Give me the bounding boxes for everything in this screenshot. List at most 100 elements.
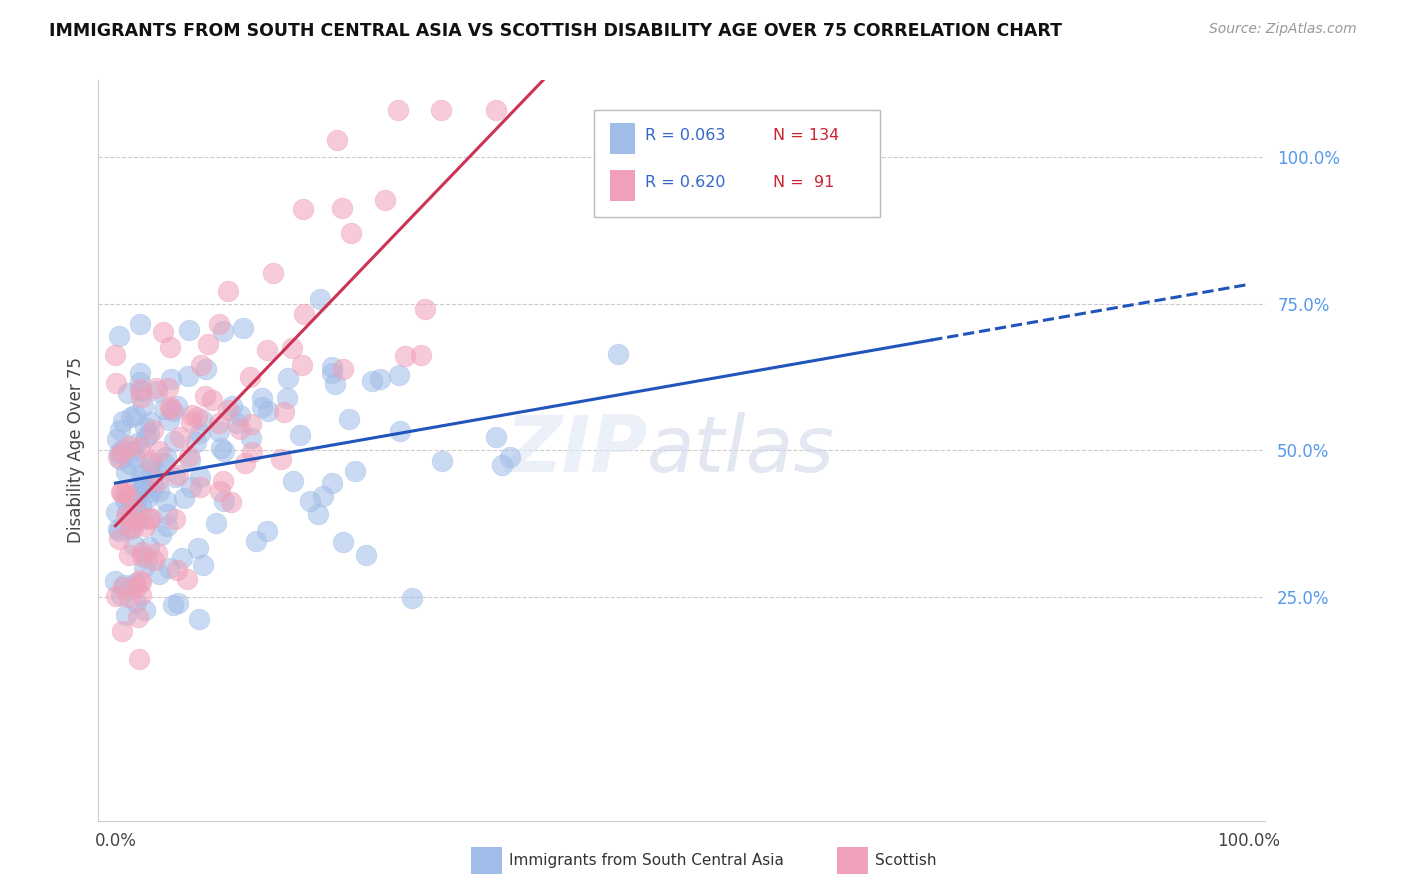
Point xyxy=(129,367,152,381)
Point xyxy=(229,409,252,423)
Point xyxy=(232,320,254,334)
Point xyxy=(277,370,299,384)
Point xyxy=(135,430,157,444)
Point xyxy=(118,511,141,525)
Point xyxy=(176,573,198,587)
Point xyxy=(155,450,177,465)
Point xyxy=(281,474,304,488)
Text: N =  91: N = 91 xyxy=(773,175,834,190)
Point xyxy=(110,445,132,459)
Point xyxy=(125,499,148,513)
Point xyxy=(194,362,217,376)
Point xyxy=(118,440,141,454)
Point xyxy=(125,595,148,609)
Point xyxy=(245,534,267,549)
Point xyxy=(129,588,152,602)
Point xyxy=(141,485,163,500)
Point xyxy=(340,226,363,240)
Point xyxy=(256,524,278,538)
Point xyxy=(209,441,232,455)
Point xyxy=(145,382,167,396)
Point xyxy=(148,483,170,498)
Point xyxy=(180,416,202,430)
Point xyxy=(194,389,217,403)
Point xyxy=(128,573,150,587)
Point xyxy=(138,540,160,554)
Point xyxy=(108,423,131,437)
Point xyxy=(125,435,148,450)
Point xyxy=(139,415,162,429)
Point xyxy=(326,133,349,147)
Point xyxy=(108,452,131,467)
Point xyxy=(273,404,295,418)
Point xyxy=(344,465,367,479)
Point xyxy=(142,423,165,437)
Point xyxy=(354,548,377,562)
Point xyxy=(136,552,159,566)
Point xyxy=(118,590,141,604)
Point xyxy=(139,456,162,470)
Point xyxy=(131,545,153,559)
Point xyxy=(120,519,142,533)
Point xyxy=(217,285,239,299)
Point xyxy=(134,420,156,434)
Point xyxy=(160,402,183,417)
Point xyxy=(146,384,169,398)
Point xyxy=(413,301,436,316)
Point xyxy=(307,507,329,521)
Text: Immigrants from South Central Asia: Immigrants from South Central Asia xyxy=(509,854,785,868)
Point xyxy=(111,580,134,594)
Point xyxy=(186,434,208,449)
Point xyxy=(156,507,179,521)
Point xyxy=(129,382,152,396)
Point xyxy=(104,574,127,588)
Text: R = 0.063: R = 0.063 xyxy=(644,128,725,144)
Text: ZIP: ZIP xyxy=(505,412,647,489)
Point xyxy=(155,493,177,508)
Point xyxy=(179,453,201,467)
Point xyxy=(134,603,156,617)
Point xyxy=(179,449,201,463)
Point xyxy=(298,493,321,508)
Point xyxy=(159,340,181,354)
Point xyxy=(411,348,433,362)
Point xyxy=(129,575,152,590)
Point xyxy=(387,103,409,117)
Point xyxy=(368,372,391,386)
Point xyxy=(128,376,150,390)
Point xyxy=(177,369,200,384)
Point xyxy=(118,548,141,562)
Point xyxy=(214,444,236,458)
Point xyxy=(190,358,212,372)
Point xyxy=(188,612,211,626)
Point xyxy=(118,522,141,536)
Point xyxy=(321,367,343,381)
Point xyxy=(332,535,354,549)
Point xyxy=(132,473,155,487)
Point xyxy=(188,470,211,484)
Bar xyxy=(610,123,636,154)
Point xyxy=(114,493,136,508)
Point xyxy=(131,549,153,563)
Point xyxy=(143,553,166,567)
Point xyxy=(167,467,190,482)
Point xyxy=(148,444,170,458)
Point xyxy=(485,429,508,443)
Point xyxy=(129,384,152,398)
Point xyxy=(157,412,180,426)
Point xyxy=(131,480,153,494)
Point xyxy=(110,485,132,500)
Point xyxy=(239,417,262,431)
Point xyxy=(131,399,153,413)
Point xyxy=(180,480,202,494)
Point xyxy=(146,474,169,488)
Text: atlas: atlas xyxy=(647,412,835,489)
Point xyxy=(187,541,209,555)
Point xyxy=(250,391,273,405)
Point xyxy=(208,416,231,430)
Point xyxy=(142,478,165,492)
Point xyxy=(105,505,128,519)
Point xyxy=(129,499,152,513)
Point xyxy=(208,425,231,439)
Point xyxy=(159,400,181,414)
